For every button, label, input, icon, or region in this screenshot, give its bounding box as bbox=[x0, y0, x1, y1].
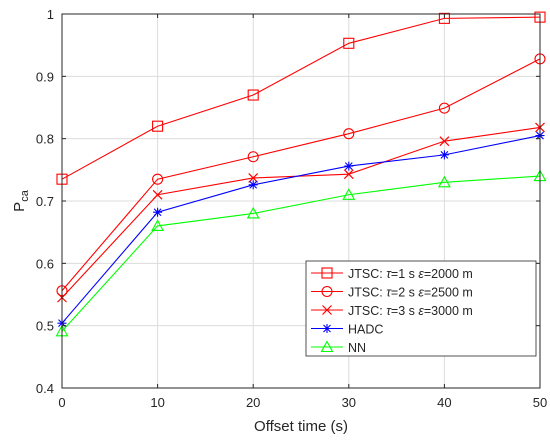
y-axis-label-main: P bbox=[11, 202, 28, 212]
legend-box bbox=[305, 260, 537, 357]
series-2-point bbox=[152, 173, 164, 185]
series-1-line bbox=[61, 16, 541, 180]
series-5-point bbox=[437, 175, 451, 188]
legend-entry-2: JTSC: τ=2 s ε=2500 m bbox=[311, 286, 473, 300]
series-4-point bbox=[439, 150, 449, 160]
y-tick-label: 0.6 bbox=[36, 256, 54, 271]
legend-label: JTSC: τ=2 s ε=2500 m bbox=[348, 286, 473, 300]
y-tick-label: 0.8 bbox=[36, 132, 54, 147]
y-axis-label-sub: ca bbox=[19, 189, 31, 202]
x-tick-label: 30 bbox=[342, 395, 356, 410]
series-3-point bbox=[439, 136, 450, 147]
series-3 bbox=[57, 122, 545, 303]
legend-label-part: τ bbox=[386, 304, 392, 318]
legend-label-part: JTSC: bbox=[348, 286, 386, 300]
legend-label-part: =2 s bbox=[391, 286, 418, 300]
legend-label-part: JTSC: bbox=[348, 267, 386, 281]
series-1-point bbox=[247, 89, 259, 101]
series-4-point bbox=[153, 207, 163, 217]
series-1 bbox=[56, 11, 546, 185]
series-1-point bbox=[343, 37, 355, 49]
series-1-point bbox=[152, 120, 164, 132]
legend-label-part: τ bbox=[386, 286, 392, 300]
legend-marker bbox=[321, 267, 333, 279]
legend-entry-4: HADC bbox=[311, 323, 383, 337]
series-3-point bbox=[343, 169, 354, 180]
legend-label-part: ε bbox=[418, 286, 424, 300]
series-2-line bbox=[61, 58, 541, 292]
legend-label: NN bbox=[348, 341, 366, 355]
y-tick-label: 0.5 bbox=[36, 319, 54, 334]
legend-entry-5: NN bbox=[311, 340, 366, 355]
y-tick-label: 0.4 bbox=[36, 381, 54, 396]
legend-label-part: ε bbox=[418, 304, 424, 318]
series-4-point bbox=[248, 180, 258, 190]
x-tick-label: 0 bbox=[58, 395, 65, 410]
series-5-point bbox=[151, 219, 165, 231]
legend-marker bbox=[320, 340, 334, 353]
legend-label: JTSC: τ=1 s ε=2000 m bbox=[348, 267, 473, 281]
legend-label-part: =3000 m bbox=[424, 304, 473, 318]
legend-label: JTSC: τ=3 s ε=3000 m bbox=[348, 304, 473, 318]
x-tick-label: 20 bbox=[246, 395, 260, 410]
series-1-point bbox=[438, 12, 450, 24]
x-tick-label: 50 bbox=[533, 395, 547, 410]
x-tick-label: 10 bbox=[150, 395, 164, 410]
series-3-point bbox=[152, 189, 163, 200]
legend-marker bbox=[322, 305, 332, 315]
series-5-point bbox=[342, 188, 356, 200]
series-3-point bbox=[248, 173, 259, 183]
series-2-point bbox=[247, 151, 259, 163]
axis-ticks: 0 10 20 30 40 50 0.4 0.5 0.6 0.7 0.8 0.9 1 bbox=[36, 7, 547, 410]
legend-label-part: JTSC: bbox=[348, 304, 386, 318]
legend-marker bbox=[321, 285, 333, 298]
legend-label-part: =2000 m bbox=[424, 267, 473, 281]
x-tick-label: 40 bbox=[437, 395, 451, 410]
legend-label-part: ε bbox=[418, 267, 424, 281]
series-4-point bbox=[344, 161, 354, 171]
legend-label-part: =3 s bbox=[391, 304, 418, 318]
y-tick-label: 1 bbox=[47, 7, 54, 22]
series-3-line bbox=[61, 126, 541, 298]
series-2-point bbox=[438, 102, 450, 114]
y-axis-label: Pca bbox=[11, 189, 31, 212]
series-5-point bbox=[246, 206, 260, 219]
series-5-line bbox=[61, 175, 541, 332]
legend-label: HADC bbox=[348, 323, 383, 337]
y-tick-label: 0.7 bbox=[36, 194, 54, 209]
legend-label-part: =2500 m bbox=[424, 286, 473, 300]
series-4-line bbox=[61, 135, 541, 324]
legend-marker bbox=[322, 324, 332, 333]
y-tick-label: 0.9 bbox=[36, 69, 54, 84]
x-axis-label: Offset time (s) bbox=[254, 418, 348, 435]
legend-label-part: =1 s bbox=[391, 267, 418, 281]
series-2-point bbox=[343, 128, 355, 140]
legend-entry-3: JTSC: τ=3 s ε=3000 m bbox=[311, 304, 473, 318]
legend-label-part: τ bbox=[386, 267, 392, 281]
legend-label-part: NN bbox=[348, 341, 366, 355]
legend-label-part: HADC bbox=[348, 323, 383, 337]
legend-entry-1: JTSC: τ=1 s ε=2000 m bbox=[311, 267, 473, 281]
series-layer bbox=[55, 11, 547, 337]
series-5 bbox=[55, 169, 547, 337]
